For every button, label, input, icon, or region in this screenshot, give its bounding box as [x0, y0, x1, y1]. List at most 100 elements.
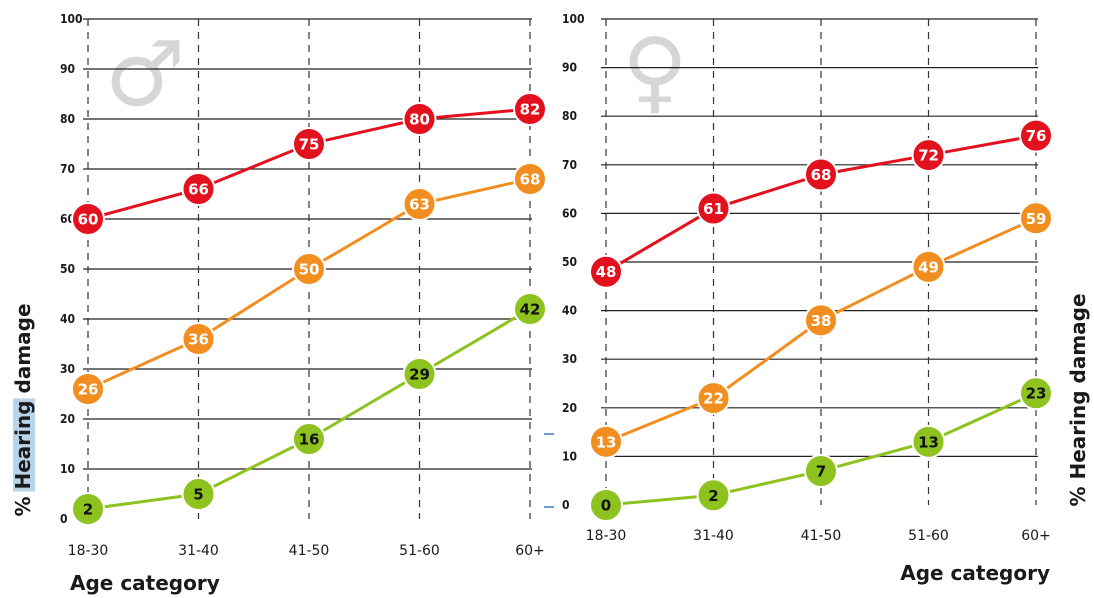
x-tick-label: 51-60 — [908, 528, 949, 544]
mild-data-label: 7 — [816, 462, 826, 480]
y-tick-label: 10 — [562, 449, 577, 463]
mild-data-label: 5 — [193, 486, 203, 504]
y-tick-label: 50 — [562, 255, 577, 269]
severe-point — [181, 172, 216, 206]
y-tick-label: 30 — [60, 362, 75, 376]
severe-data-label: 66 — [188, 181, 209, 199]
x-tick-label: 18-30 — [586, 528, 627, 544]
moderate-data-label: 22 — [703, 390, 724, 408]
y-tick-label: 70 — [562, 158, 577, 172]
moderate-data-label: 38 — [811, 312, 832, 330]
mild-data-label: 42 — [520, 301, 541, 319]
moderate-data-label: 68 — [520, 171, 541, 189]
y-tick-label: 90 — [562, 61, 577, 75]
moderate-point — [911, 249, 946, 284]
severe-point — [292, 127, 326, 161]
severe-data-label: 61 — [703, 200, 724, 218]
mild-point — [292, 422, 326, 456]
severe-data-label: 82 — [520, 101, 541, 119]
left-ylabel-text: % Hearing damage — [11, 303, 35, 516]
severe-point — [402, 102, 437, 136]
left-ylabel-highlight-word: Hearing — [11, 400, 35, 489]
left-ylabel-prefix: % — [11, 490, 35, 517]
mild-data-label: 16 — [299, 431, 320, 449]
mild-data-label: 0 — [601, 497, 611, 515]
mild-data-label: 13 — [918, 433, 939, 451]
mild-point — [696, 478, 731, 513]
y-tick-label: 60 — [60, 212, 75, 226]
severe-point — [71, 202, 105, 236]
moderate-data-label: 49 — [918, 258, 939, 276]
moderate-data-label: 13 — [596, 433, 617, 451]
mild-data-label: 23 — [1026, 385, 1047, 403]
severe-data-label: 60 — [78, 211, 99, 229]
severe-data-label: 68 — [811, 166, 832, 184]
moderate-point — [589, 424, 623, 459]
mild-point — [589, 488, 623, 522]
severe-data-label: 80 — [409, 111, 430, 129]
moderate-point — [181, 322, 216, 356]
y-tick-label: 40 — [562, 304, 577, 318]
y-tick-label: 80 — [562, 109, 577, 123]
severe-data-label: 75 — [299, 136, 320, 154]
female-symbol-icon: ♀ — [622, 19, 688, 124]
x-tick-label: 31-40 — [693, 528, 734, 544]
x-tick-label: 60+ — [515, 543, 545, 559]
moderate-point — [696, 381, 731, 416]
y-tick-label: 10 — [60, 462, 75, 476]
left-ylabel-suffix: damage — [11, 303, 35, 400]
moderate-data-label: 63 — [409, 196, 430, 214]
x-tick-label: 60+ — [1021, 528, 1051, 544]
moderate-point — [402, 187, 437, 221]
y-tick-label: 50 — [60, 262, 75, 276]
x-tick-label: 51-60 — [399, 543, 440, 559]
severe-point — [513, 92, 547, 126]
severe-data-label: 48 — [596, 263, 617, 281]
y-tick-label: 70 — [60, 162, 75, 176]
right-xlabel: Age category — [900, 561, 1050, 585]
y-tick-label: 0 — [60, 512, 68, 526]
x-tick-label: 18-30 — [68, 543, 109, 559]
y-tick-label: 20 — [562, 401, 577, 415]
moderate-point — [292, 252, 326, 286]
severe-point — [589, 254, 623, 289]
x-tick-label: 41-50 — [289, 543, 330, 559]
severe-data-label: 72 — [918, 147, 939, 165]
severe-point — [911, 138, 946, 173]
mild-point — [402, 357, 437, 391]
moderate-point — [71, 372, 105, 406]
y-tick-label: 100 — [60, 12, 83, 26]
moderate-data-label: 26 — [78, 381, 99, 399]
moderate-data-label: 50 — [299, 261, 320, 279]
mild-point — [181, 477, 216, 511]
y-tick-label: 100 — [562, 12, 585, 26]
moderate-data-label: 36 — [188, 331, 209, 349]
y-tick-label: 90 — [60, 62, 75, 76]
mild-point — [513, 292, 547, 326]
mild-point — [71, 492, 105, 526]
mild-data-label: 29 — [409, 366, 430, 384]
moderate-point — [1019, 201, 1053, 236]
moderate-data-label: 59 — [1026, 210, 1047, 228]
moderate-point — [513, 162, 547, 196]
left-xlabel: Age category — [70, 571, 220, 595]
y-tick-label: 30 — [562, 352, 577, 366]
y-tick-label: 40 — [60, 312, 75, 326]
male-symbol-icon: ♂ — [105, 22, 186, 127]
y-tick-label: 80 — [60, 112, 75, 126]
severe-point — [1019, 118, 1053, 153]
ylabel-highlight — [13, 398, 35, 492]
severe-point — [804, 157, 838, 192]
x-tick-label: 41-50 — [801, 528, 842, 544]
left-ylabel: % Hearing damage — [11, 303, 35, 517]
mild-data-label: 2 — [83, 501, 93, 519]
severe-point — [696, 191, 731, 226]
severe-data-label: 76 — [1026, 127, 1047, 145]
mild-point — [911, 424, 946, 459]
x-tick-label: 31-40 — [178, 543, 219, 559]
moderate-point — [804, 303, 838, 338]
mild-point — [1019, 376, 1053, 411]
